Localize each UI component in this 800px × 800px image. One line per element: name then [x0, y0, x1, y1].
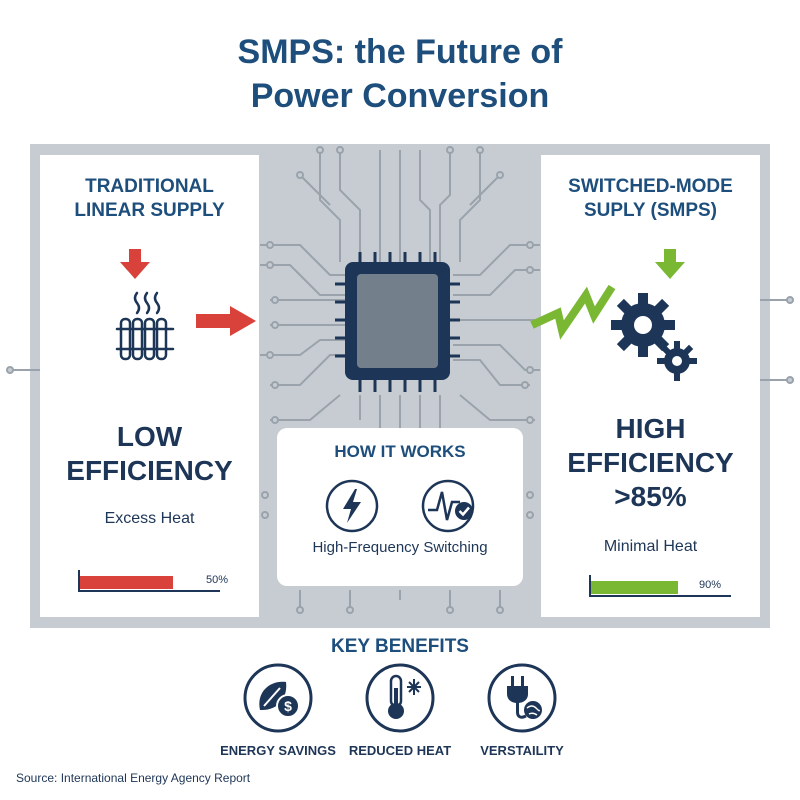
linear-supply-card: TRADITIONAL LINEAR SUPPLY LOW EFFICIENCY…	[40, 155, 259, 617]
leaf-dollar-icon: $	[243, 663, 313, 733]
excess-heat-note: Excess Heat	[104, 510, 195, 527]
how-it-works-card: HOW IT WORKS High-Frequency Switching	[277, 428, 523, 586]
linear-bar-fill	[80, 576, 173, 589]
waveform-check-icon	[421, 479, 475, 533]
benefit-reduced-heat-label: REDUCED HEAT	[348, 743, 452, 758]
low-efficiency-line-2: EFFICIENCY	[66, 455, 233, 486]
linear-bar-track	[78, 570, 220, 592]
linear-heading-line-2: LINEAR SUPPLY	[74, 200, 225, 221]
title-line-2: Power Conversion	[250, 77, 550, 115]
minimal-heat-note: Minimal Heat	[603, 538, 698, 555]
smps-heading-line-1: SWITCHED-MODE	[568, 176, 733, 197]
linear-supply-heading: TRADITIONAL LINEAR SUPPLY	[40, 175, 259, 223]
smps-bar-label: 90%	[699, 579, 722, 591]
benefit-versatility-label: VERSTAILITY	[480, 743, 564, 758]
linear-bar-label: 50%	[206, 574, 229, 586]
linear-heading-line-1: TRADITIONAL	[85, 176, 214, 197]
svg-text:$: $	[284, 698, 292, 714]
source-note: Source: International Energy Agency Repo…	[16, 771, 251, 785]
smps-card: SWITCHED-MODE SUPLY (SMPS) HIGH	[541, 155, 760, 617]
low-efficiency-label: LOW EFFICIENCY	[40, 420, 259, 488]
microchip-icon	[335, 252, 460, 392]
high-efficiency-line-2: EFFICIENCY	[567, 447, 734, 478]
benefit-energy-savings-label: ENERGY SAVINGS	[220, 743, 336, 758]
down-arrow-icon	[655, 249, 685, 279]
how-it-works-caption: High-Frequency Switching	[312, 539, 488, 556]
smps-efficiency-bar: 90%	[589, 575, 739, 597]
right-arrow-icon	[196, 306, 256, 336]
high-efficiency-label: HIGH EFFICIENCY >85%	[541, 412, 760, 514]
heater-icon	[115, 291, 175, 361]
linear-efficiency-bar: 50%	[78, 570, 228, 592]
key-benefits-title: KEY BENEFITS	[331, 636, 469, 657]
down-arrow-icon	[120, 249, 150, 279]
high-efficiency-line-1: HIGH	[615, 413, 686, 444]
plug-globe-icon	[487, 663, 557, 733]
smps-bar-track	[589, 575, 731, 597]
how-it-works-title: HOW IT WORKS	[334, 442, 466, 461]
smps-bar-fill	[591, 581, 678, 594]
gears-icon	[611, 293, 697, 381]
lightning-zigzag-icon	[530, 284, 616, 340]
low-efficiency-line-1: LOW	[116, 421, 183, 452]
lightning-bolt-icon	[325, 479, 379, 533]
thermometer-snowflake-icon	[365, 663, 435, 733]
page-title: SMPS: the Future of Power Conversion	[0, 30, 800, 118]
smps-heading-line-2: SUPLY (SMPS)	[583, 200, 718, 221]
title-line-1: SMPS: the Future of	[237, 33, 563, 71]
smps-heading: SWITCHED-MODE SUPLY (SMPS)	[541, 175, 760, 223]
high-efficiency-line-3: >85%	[614, 481, 687, 512]
